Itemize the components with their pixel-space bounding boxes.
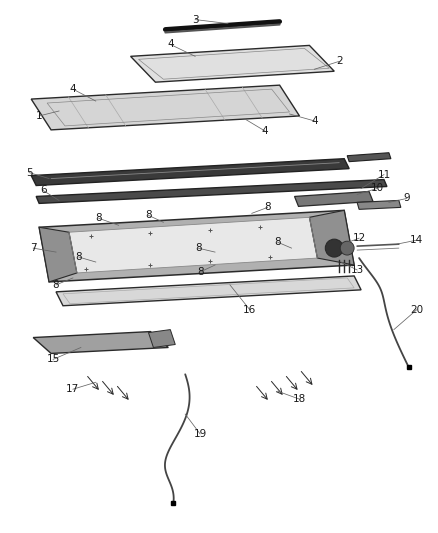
Text: 4: 4 — [261, 126, 268, 136]
Text: 4: 4 — [70, 84, 76, 94]
Text: 8: 8 — [265, 203, 271, 212]
Polygon shape — [69, 217, 318, 273]
Text: 9: 9 — [403, 193, 410, 204]
Circle shape — [325, 239, 343, 257]
Text: 2: 2 — [336, 56, 343, 66]
Text: 15: 15 — [46, 354, 60, 365]
Text: 3: 3 — [192, 14, 198, 25]
Text: 6: 6 — [40, 185, 46, 196]
Polygon shape — [39, 211, 354, 282]
Text: 13: 13 — [350, 265, 364, 275]
Polygon shape — [39, 227, 77, 282]
Text: 10: 10 — [371, 183, 384, 193]
Polygon shape — [294, 191, 373, 206]
Polygon shape — [36, 180, 387, 204]
Text: 8: 8 — [53, 280, 60, 290]
Text: 8: 8 — [145, 211, 152, 220]
Text: 18: 18 — [293, 394, 306, 404]
Text: 14: 14 — [410, 235, 424, 245]
Text: 8: 8 — [76, 252, 82, 262]
Circle shape — [340, 241, 354, 255]
Text: 8: 8 — [197, 267, 203, 277]
Polygon shape — [357, 200, 401, 209]
Text: 5: 5 — [26, 167, 32, 177]
Text: 8: 8 — [274, 237, 281, 247]
Text: 19: 19 — [194, 429, 207, 439]
Polygon shape — [309, 211, 354, 265]
Polygon shape — [31, 159, 349, 185]
Polygon shape — [33, 332, 168, 353]
Text: 20: 20 — [410, 305, 423, 314]
Polygon shape — [56, 276, 361, 306]
Text: 8: 8 — [95, 213, 102, 223]
Polygon shape — [347, 153, 391, 161]
Text: 12: 12 — [353, 233, 366, 243]
Text: 16: 16 — [243, 305, 256, 314]
Text: 4: 4 — [167, 39, 173, 50]
Polygon shape — [31, 85, 300, 130]
Polygon shape — [131, 45, 334, 82]
Polygon shape — [148, 329, 175, 348]
Text: 1: 1 — [36, 111, 42, 121]
Text: 11: 11 — [377, 169, 391, 180]
Text: 4: 4 — [311, 116, 318, 126]
Text: 8: 8 — [195, 243, 201, 253]
Text: 17: 17 — [66, 384, 80, 394]
Text: 7: 7 — [30, 243, 36, 253]
